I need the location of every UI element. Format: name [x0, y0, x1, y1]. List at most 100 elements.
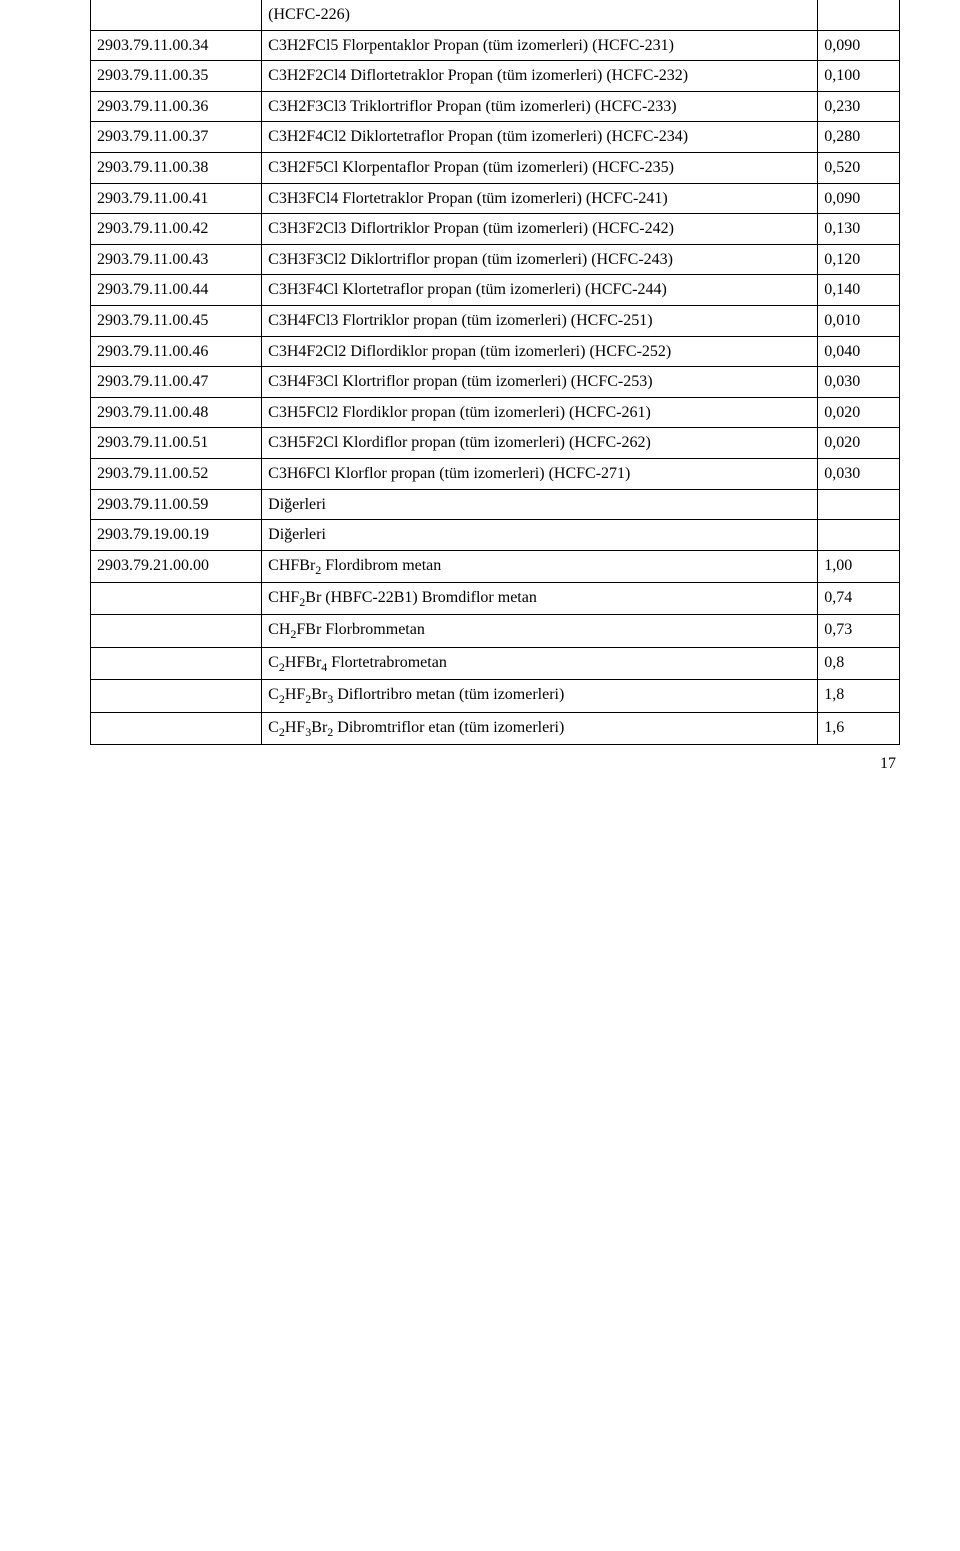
table-row: 2903.79.19.00.19Diğerleri [91, 520, 900, 551]
description-cell: CHFBr2 Flordibrom metan [262, 550, 818, 582]
code-cell: 2903.79.11.00.47 [91, 367, 262, 398]
description-cell: C3H2F5Cl Klorpentaflor Propan (tüm izome… [262, 152, 818, 183]
table-row: 2903.79.11.00.51C3H5F2Cl Klordiflor prop… [91, 428, 900, 459]
description-cell: Diğerleri [262, 489, 818, 520]
description-cell: C3H2F4Cl2 Diklortetraflor Propan (tüm iz… [262, 122, 818, 153]
code-cell: 2903.79.11.00.52 [91, 458, 262, 489]
description-cell: (HCFC-226) [262, 0, 818, 30]
value-cell: 0,100 [818, 61, 900, 92]
description-cell: C3H3F3Cl2 Diklortriflor propan (tüm izom… [262, 244, 818, 275]
description-cell: C3H6FCl Klorflor propan (tüm izomerleri)… [262, 458, 818, 489]
code-cell: 2903.79.11.00.48 [91, 397, 262, 428]
description-cell: CH2FBr Florbrommetan [262, 615, 818, 647]
code-cell: 2903.79.11.00.45 [91, 305, 262, 336]
value-cell [818, 520, 900, 551]
code-cell: 2903.79.11.00.41 [91, 183, 262, 214]
code-cell: 2903.79.11.00.51 [91, 428, 262, 459]
value-cell: 0,74 [818, 583, 900, 615]
table-row: C2HF2Br3 Diflortribro metan (tüm izomerl… [91, 680, 900, 712]
page-container: (HCFC-226)2903.79.11.00.34C3H2FCl5 Florp… [0, 0, 960, 803]
table-row: 2903.79.11.00.47C3H4F3Cl Klortriflor pro… [91, 367, 900, 398]
description-cell: C3H4F3Cl Klortriflor propan (tüm izomerl… [262, 367, 818, 398]
page-number: 17 [90, 745, 900, 773]
code-cell [91, 0, 262, 30]
value-cell: 0,8 [818, 647, 900, 679]
table-row: 2903.79.11.00.52C3H6FCl Klorflor propan … [91, 458, 900, 489]
value-cell: 0,280 [818, 122, 900, 153]
value-cell [818, 489, 900, 520]
table-body: (HCFC-226)2903.79.11.00.34C3H2FCl5 Florp… [91, 0, 900, 744]
value-cell: 0,230 [818, 91, 900, 122]
value-cell: 0,040 [818, 336, 900, 367]
table-row: 2903.79.11.00.35C3H2F2Cl4 Diflortetraklo… [91, 61, 900, 92]
code-cell: 2903.79.11.00.37 [91, 122, 262, 153]
code-cell: 2903.79.11.00.59 [91, 489, 262, 520]
table-row: 2903.79.11.00.36C3H2F3Cl3 Triklortriflor… [91, 91, 900, 122]
description-cell: C3H4F2Cl2 Diflordiklor propan (tüm izome… [262, 336, 818, 367]
code-cell: 2903.79.19.00.19 [91, 520, 262, 551]
code-cell: 2903.79.11.00.44 [91, 275, 262, 306]
value-cell: 1,00 [818, 550, 900, 582]
value-cell: 0,030 [818, 458, 900, 489]
description-cell: C3H3F4Cl Klortetraflor propan (tüm izome… [262, 275, 818, 306]
value-cell: 0,140 [818, 275, 900, 306]
code-cell: 2903.79.11.00.43 [91, 244, 262, 275]
data-table: (HCFC-226)2903.79.11.00.34C3H2FCl5 Florp… [90, 0, 900, 745]
value-cell: 1,8 [818, 680, 900, 712]
code-cell [91, 583, 262, 615]
description-cell: C3H5FCl2 Flordiklor propan (tüm izomerle… [262, 397, 818, 428]
description-cell: Diğerleri [262, 520, 818, 551]
value-cell: 0,020 [818, 397, 900, 428]
description-cell: C3H3F2Cl3 Diflortriklor Propan (tüm izom… [262, 214, 818, 245]
table-row: 2903.79.11.00.59Diğerleri [91, 489, 900, 520]
description-cell: C3H2F2Cl4 Diflortetraklor Propan (tüm iz… [262, 61, 818, 92]
description-cell: C3H4FCl3 Flortriklor propan (tüm izomerl… [262, 305, 818, 336]
table-row: CH2FBr Florbrommetan0,73 [91, 615, 900, 647]
code-cell: 2903.79.11.00.34 [91, 30, 262, 61]
code-cell [91, 712, 262, 744]
code-cell [91, 680, 262, 712]
table-row: 2903.79.11.00.45C3H4FCl3 Flortriklor pro… [91, 305, 900, 336]
table-row: 2903.79.11.00.44C3H3F4Cl Klortetraflor p… [91, 275, 900, 306]
table-row: 2903.79.11.00.46C3H4F2Cl2 Diflordiklor p… [91, 336, 900, 367]
table-row: 2903.79.11.00.34C3H2FCl5 Florpentaklor P… [91, 30, 900, 61]
value-cell: 0,010 [818, 305, 900, 336]
value-cell: 1,6 [818, 712, 900, 744]
value-cell: 0,520 [818, 152, 900, 183]
description-cell: C2HF2Br3 Diflortribro metan (tüm izomerl… [262, 680, 818, 712]
description-cell: C3H3FCl4 Flortetraklor Propan (tüm izome… [262, 183, 818, 214]
table-row: 2903.79.21.00.00CHFBr2 Flordibrom metan1… [91, 550, 900, 582]
value-cell: 0,130 [818, 214, 900, 245]
table-row: 2903.79.11.00.43C3H3F3Cl2 Diklortriflor … [91, 244, 900, 275]
code-cell: 2903.79.11.00.46 [91, 336, 262, 367]
description-cell: CHF2Br (HBFC-22B1) Bromdiflor metan [262, 583, 818, 615]
value-cell: 0,030 [818, 367, 900, 398]
table-row: 2903.79.11.00.48C3H5FCl2 Flordiklor prop… [91, 397, 900, 428]
description-cell: C3H5F2Cl Klordiflor propan (tüm izomerle… [262, 428, 818, 459]
table-row: C2HF3Br2 Dibromtriflor etan (tüm izomerl… [91, 712, 900, 744]
description-cell: C2HF3Br2 Dibromtriflor etan (tüm izomerl… [262, 712, 818, 744]
code-cell [91, 647, 262, 679]
code-cell: 2903.79.21.00.00 [91, 550, 262, 582]
value-cell: 0,090 [818, 30, 900, 61]
value-cell [818, 0, 900, 30]
table-row: 2903.79.11.00.38C3H2F5Cl Klorpentaflor P… [91, 152, 900, 183]
value-cell: 0,020 [818, 428, 900, 459]
value-cell: 0,090 [818, 183, 900, 214]
code-cell: 2903.79.11.00.35 [91, 61, 262, 92]
table-row: 2903.79.11.00.41C3H3FCl4 Flortetraklor P… [91, 183, 900, 214]
value-cell: 0,120 [818, 244, 900, 275]
code-cell: 2903.79.11.00.38 [91, 152, 262, 183]
table-row: 2903.79.11.00.37C3H2F4Cl2 Diklortetraflo… [91, 122, 900, 153]
table-row: CHF2Br (HBFC-22B1) Bromdiflor metan0,74 [91, 583, 900, 615]
table-row: 2903.79.11.00.42C3H3F2Cl3 Diflortriklor … [91, 214, 900, 245]
code-cell [91, 615, 262, 647]
description-cell: C2HFBr4 Flortetrabrometan [262, 647, 818, 679]
code-cell: 2903.79.11.00.42 [91, 214, 262, 245]
table-row: (HCFC-226) [91, 0, 900, 30]
table-row: C2HFBr4 Flortetrabrometan0,8 [91, 647, 900, 679]
description-cell: C3H2F3Cl3 Triklortriflor Propan (tüm izo… [262, 91, 818, 122]
description-cell: C3H2FCl5 Florpentaklor Propan (tüm izome… [262, 30, 818, 61]
value-cell: 0,73 [818, 615, 900, 647]
code-cell: 2903.79.11.00.36 [91, 91, 262, 122]
